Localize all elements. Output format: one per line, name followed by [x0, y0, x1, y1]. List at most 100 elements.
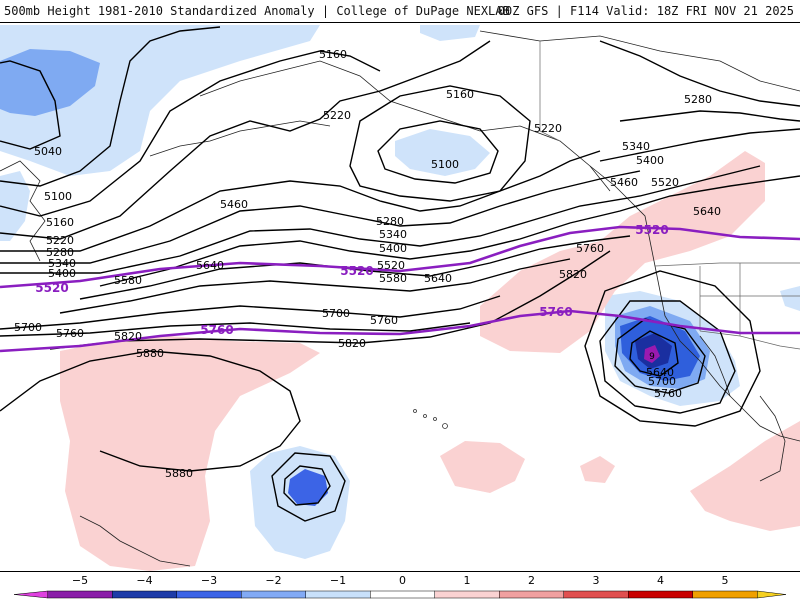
coast-aleutians: [149, 120, 331, 157]
label-5580-c: 5580: [379, 272, 407, 285]
anomaly-pos-northeast-pacific: [480, 151, 765, 353]
label-5640-low: 5640: [646, 366, 674, 379]
label-5340-c: 5340: [379, 228, 407, 241]
map-header: 500mb Height 1981-2010 Standardized Anom…: [0, 0, 800, 22]
colorbar-swatch: [628, 590, 693, 599]
label-5280-a: 5280: [684, 93, 712, 106]
model-valid-time: 00Z GFS | F114 Valid: 18Z FRI NOV 21 202…: [497, 4, 794, 18]
label-5400-c: 5400: [379, 242, 407, 255]
colorbar-tick-label: −5: [72, 574, 88, 587]
label-5220-w: 5220: [46, 234, 74, 247]
label-5760-low: 5760: [654, 387, 682, 400]
contour-5400-west: [0, 165, 761, 274]
colorbar-swatch: [13, 590, 48, 599]
contour-5880-mid: [0, 350, 301, 472]
label-5340-w: 5340: [48, 257, 76, 270]
label-5280-c: 5280: [376, 215, 404, 228]
contour-5100-west: [0, 26, 221, 187]
colorbar-svg: −5 −4 −3 −2 −1 0 1 2 3 4 5: [13, 574, 787, 599]
contour-5340-west: [0, 170, 641, 264]
label-5280-w: 5280: [46, 246, 74, 259]
ref-label-5520-east: 5520: [635, 223, 668, 237]
label-5640-w: 5640: [424, 272, 452, 285]
contour-north-canada-3: [599, 128, 800, 162]
colorbar-swatch: [370, 590, 435, 599]
coast-canada: [479, 30, 800, 92]
colorbar-tick-label: 5: [722, 574, 729, 587]
contour-5700-west: [0, 295, 501, 330]
border-us-mexico: [699, 330, 800, 350]
height-contours: [0, 26, 800, 522]
colorbar-swatch: [241, 590, 306, 599]
contour-cutoff-inner: [629, 330, 679, 377]
label-5820-e: 5820: [559, 268, 587, 281]
ref-label-5520-west: 5520: [35, 281, 68, 295]
coast-siberia: [0, 160, 46, 262]
coast-mexico: [759, 395, 786, 482]
label-5700-w: 5700: [14, 321, 42, 334]
reference-line-5520: [0, 225, 800, 289]
colorbar-swatch: [176, 590, 242, 599]
label-5400-e: 5400: [636, 154, 664, 167]
label-5820-c: 5820: [338, 337, 366, 350]
contour-cutoff-outer2: [584, 270, 761, 427]
label-5880-b: 5880: [165, 467, 193, 480]
contour-5760-west: [0, 322, 471, 337]
label-5760-w: 5760: [56, 327, 84, 340]
label-5520-c: 5520: [377, 259, 405, 272]
contour-subtropical-low-outer: [271, 452, 346, 522]
contour-label-layer: 5160 5160 5220 5220 5280 5100 5040 5100 …: [14, 48, 721, 480]
contour-5820-mid: [49, 250, 611, 350]
coast-western-islands: [79, 515, 191, 567]
label-5760-c: 5760: [370, 314, 398, 327]
contour-5280-west: [0, 150, 601, 252]
colorbar-tick-label: −2: [265, 574, 281, 587]
label-5640-c: 5640: [196, 259, 224, 272]
border-alaska-canada: [539, 41, 561, 142]
ref-label-5760-east: 5760: [539, 305, 572, 319]
colorbar-tick-label: 3: [593, 574, 600, 587]
colorbar-swatch: [499, 590, 564, 599]
colorbar-tick-label: 0: [399, 574, 406, 587]
colorbar: −5 −4 −3 −2 −1 0 1 2 3 4 5: [0, 572, 800, 600]
anomaly-neg-east-left: [0, 171, 30, 241]
anomaly-pos-east-pacific: [580, 456, 615, 483]
colorbar-swatch: [563, 590, 629, 599]
label-5520-e: 5520: [651, 176, 679, 189]
ref-label-5760-mid: 5760: [200, 323, 233, 337]
label-5160-a: 5160: [319, 48, 347, 61]
anomaly-neg-alaska-low: [395, 129, 490, 176]
colorbar-swatch: [692, 590, 758, 599]
hawaii-islands: [413, 409, 448, 429]
label-5100-low: 5100: [431, 158, 459, 171]
colorbar-swatch: [757, 590, 787, 599]
island-kauai: [413, 409, 417, 413]
label-5160-w: 5160: [46, 216, 74, 229]
label-5700-c: 5700: [322, 307, 350, 320]
label-5160-b: 5160: [446, 88, 474, 101]
label-5640-e: 5640: [693, 205, 721, 218]
colorbar-tick-label: −1: [330, 574, 346, 587]
contour-alaska-low-outer: [349, 85, 531, 202]
ref-label-5520-mid: 5520: [340, 264, 373, 278]
contour-alaska-low: [377, 120, 499, 184]
label-5820-w: 5820: [114, 330, 142, 343]
anomaly-neg-subtropical-dark: [288, 469, 328, 506]
contour-north-canada-1: [599, 40, 800, 107]
anomaly-pos-hawaii: [440, 441, 525, 493]
label-5400-w: 5400: [48, 267, 76, 280]
colorbar-tick-label: 1: [464, 574, 471, 587]
colorbar-swatch: [305, 590, 371, 599]
contour-cutoff-outer: [599, 300, 736, 414]
colorbar-tick-label: −4: [136, 574, 152, 587]
colorbar-swatch: [112, 590, 177, 599]
colorbar-tick-label: 4: [657, 574, 664, 587]
label-5100-w: 5100: [44, 190, 72, 203]
political-borders: [539, 41, 800, 350]
positive-anomaly-shading: [60, 151, 800, 571]
contour-5040: [0, 60, 61, 150]
reference-line-5760: [0, 309, 800, 353]
label-5700-low: 5700: [648, 375, 676, 388]
colorbar-tick-label: −3: [201, 574, 217, 587]
label-5760-e: 5760: [576, 242, 604, 255]
